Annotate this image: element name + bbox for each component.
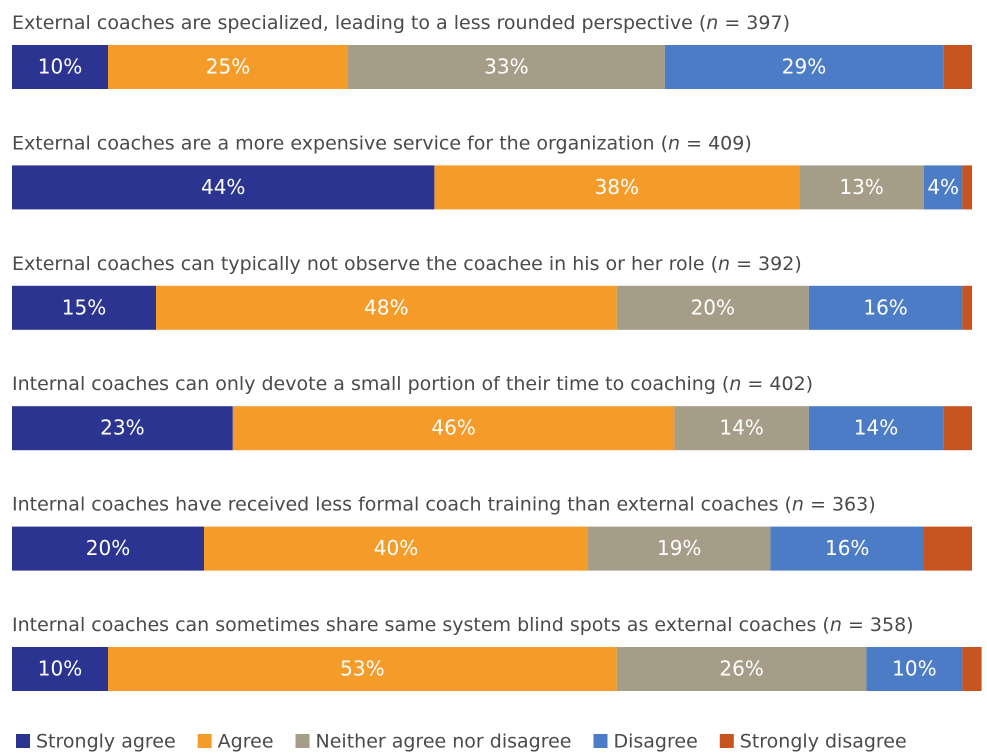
segment-label: 10% [892,657,936,681]
bar-title: Internal coaches can only devote a small… [12,373,813,395]
segment-label: 4% [927,175,959,199]
bar-segment [866,647,963,691]
segment-label: 20% [691,295,735,319]
segment-label: 29% [782,55,826,79]
bar-title: External coaches can typically not obser… [12,252,802,274]
bar-segment [232,406,675,451]
bar-segment [808,285,963,330]
bar-segment [808,406,944,451]
bar-segment [799,165,924,210]
bar-segment [588,526,771,571]
bar-segment [434,165,800,210]
bar-segment [12,406,233,451]
segment-label: 48% [364,295,408,319]
bar-segment [962,285,972,330]
bar-segment [12,285,156,330]
segment-label: 38% [595,175,639,199]
bar-title: Internal coaches can sometimes share sam… [12,614,914,636]
legend-swatch [593,734,608,748]
segment-label: 44% [201,175,245,199]
bar-segment [943,45,972,89]
bar-segment [12,526,204,571]
segment-label: 25% [206,55,250,79]
segment-label: 15% [62,295,106,319]
bar-segment [204,526,588,571]
segment-label: 13% [839,175,883,199]
legend-swatch [295,734,310,748]
bar-segment [156,285,617,330]
bar-title: Internal coaches have received less form… [12,493,876,515]
legend-swatch [197,734,212,748]
bar-segment [12,165,435,210]
bar-segment [962,647,982,691]
bar-segment [962,165,972,210]
bar-segment [616,647,867,691]
segment-label: 33% [484,55,528,79]
bar-segment [924,526,972,571]
segment-label: 40% [374,536,418,560]
bar-segment [943,406,972,451]
segment-label: 16% [825,536,869,560]
segment-label: 16% [863,295,907,319]
bar-segment [674,406,809,451]
legend-label: Disagree [613,731,697,753]
segment-label: 14% [719,416,763,440]
segment-label: 19% [657,536,701,560]
segment-label: 23% [100,416,144,440]
segment-label: 46% [431,416,475,440]
segment-label: 26% [719,657,763,681]
legend-swatch [16,734,30,748]
legend-label: Agree [218,731,274,753]
bar-segment [616,285,809,330]
segment-label: 53% [340,657,384,681]
legend-swatch [719,734,734,748]
segment-label: 20% [86,536,130,560]
bar-segment [664,45,944,89]
legend-label: Neither agree nor disagree [316,731,572,753]
bar-segment [12,45,108,89]
bar-segment [924,165,963,210]
bar-title: External coaches are specialized, leadin… [12,12,790,34]
segment-label: 10% [38,55,82,79]
bar-segment [12,647,108,691]
bar-segment [348,45,665,89]
segment-label: 10% [38,657,82,681]
legend-label: Strongly agree [36,731,176,753]
bar-segment [108,647,617,691]
segment-label: 14% [854,416,898,440]
bar-segment [770,526,924,571]
legend-label: Strongly disagree [740,731,907,753]
bar-title: External coaches are a more expensive se… [12,132,752,154]
bar-segment [108,45,348,89]
